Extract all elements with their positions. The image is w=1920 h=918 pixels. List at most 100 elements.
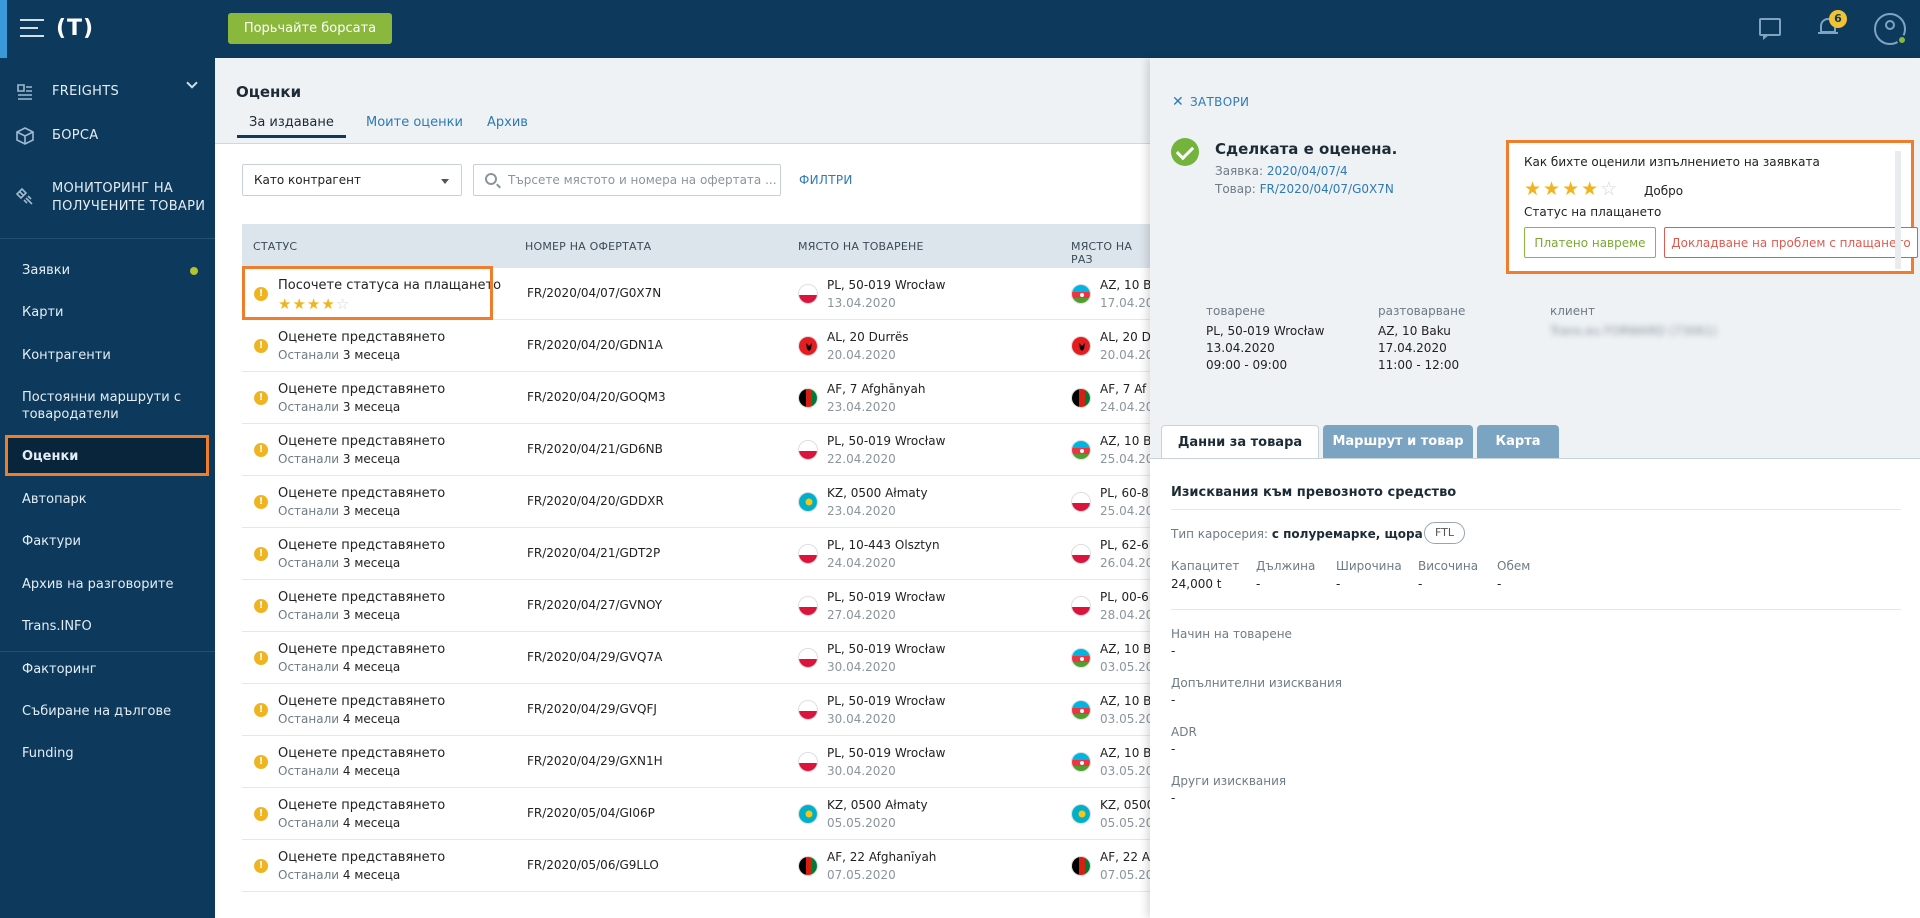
rating-stars[interactable]: ★★★★☆ — [1524, 178, 1619, 200]
search-input[interactable] — [473, 164, 781, 196]
unloading-place: AZ, 10 Baku — [1378, 324, 1451, 338]
warning-icon: ! — [254, 547, 268, 561]
rating-stars: ★★★★☆ — [278, 295, 350, 313]
sidebar-item-monitoring[interactable]: МОНИТОРИНГ НА ПОЛУЧЕНИТЕ ТОВАРИ — [0, 178, 215, 218]
row-remaining: Останали 3 месеца — [278, 348, 401, 362]
table-row[interactable]: ! Оценете представянето Останали 4 месец… — [242, 632, 1153, 684]
order-label: Заявка: — [1215, 164, 1263, 178]
row-offer-number: FR/2020/04/21/GDT2P — [527, 546, 661, 560]
row-offer-number: FR/2020/04/27/GVNOY — [527, 598, 663, 612]
sidebar-item-fleet[interactable]: Автопарк — [0, 483, 215, 517]
column-status[interactable]: СТАТУС — [253, 240, 298, 253]
table-row[interactable]: ! Оценете представянето Останали 3 месец… — [242, 528, 1153, 580]
table-row[interactable]: ! Посочете статуса на плащането ★★★★☆ FR… — [242, 268, 1153, 320]
warning-icon: ! — [254, 651, 268, 665]
row-unloading-place: PL, 62-6 — [1100, 538, 1149, 552]
table-row[interactable]: ! Оценете представянето Останали 3 месец… — [242, 424, 1153, 476]
sidebar-item-freights[interactable]: FREIGHTS — [0, 74, 215, 110]
flag-kz-icon — [798, 804, 818, 824]
sidebar-item-invoices[interactable]: Фактури — [0, 525, 215, 559]
table-row[interactable]: ! Оценете представянето Останали 4 месец… — [242, 840, 1153, 892]
tab-route-cargo[interactable]: Маршрут и товар — [1323, 425, 1473, 459]
sidebar-item-routes[interactable]: Постоянни маршрути с товародатели — [0, 381, 215, 423]
exchange-button[interactable]: Порьчайте борсата — [228, 13, 392, 44]
sidebar-item-ratings[interactable]: Оценки — [5, 435, 209, 476]
divider — [1171, 609, 1901, 610]
table-row[interactable]: ! Оценете представянето Останали 4 месец… — [242, 736, 1153, 788]
unloading-time: 11:00 - 12:00 — [1378, 358, 1460, 372]
goods-link[interactable]: FR/2020/04/07/G0X7N — [1259, 182, 1394, 196]
flag-az-icon — [1071, 284, 1091, 304]
sidebar-item-debt-collection[interactable]: Събиране на дългове — [0, 695, 215, 729]
sidebar-item-label: МОНИТОРИНГ НА ПОЛУЧЕНИТЕ ТОВАРИ — [52, 181, 206, 214]
row-loading-date: 07.05.2020 — [827, 868, 896, 882]
flag-pl-icon — [798, 544, 818, 564]
avatar-icon[interactable] — [1874, 13, 1907, 45]
table-row[interactable]: ! Оценете представянето Останали 3 месец… — [242, 476, 1153, 528]
close-button[interactable]: ✕ ЗАТВОРИ — [1172, 94, 1249, 110]
unloading-date: 17.04.2020 — [1378, 341, 1447, 355]
paid-on-time-button[interactable]: Платено навреме — [1524, 227, 1656, 258]
sidebar-item-factoring[interactable]: Факторинг — [0, 653, 215, 687]
row-loading-date: 13.04.2020 — [827, 296, 896, 310]
sidebar-divider — [0, 651, 215, 652]
row-unloading-date: 20.04.20 — [1100, 348, 1154, 362]
table-row[interactable]: ! Оценете представянето Останали 3 месец… — [242, 372, 1153, 424]
star-icon: ★ — [278, 295, 293, 313]
sidebar-item-label: Факторинг — [22, 662, 97, 677]
column-loading-place[interactable]: МЯСТО НА ТОВАРЕНЕ — [798, 240, 924, 253]
row-remaining: Останали 3 месеца — [278, 608, 401, 622]
tab-to-issue[interactable]: За издаване — [237, 115, 346, 138]
flag-pl-icon — [798, 284, 818, 304]
table-row[interactable]: ! Оценете представянето Останали 3 месец… — [242, 320, 1154, 372]
flag-af-icon — [798, 388, 818, 408]
tab-cargo-data[interactable]: Данни за товара — [1161, 425, 1319, 460]
scrollbar[interactable] — [1895, 151, 1901, 269]
table-row[interactable]: ! Оценете представянето Останали 3 месец… — [242, 580, 1153, 632]
search-icon — [485, 173, 497, 185]
warning-icon: ! — [254, 339, 268, 353]
order-link[interactable]: 2020/04/07/4 — [1266, 164, 1348, 178]
menu-icon[interactable] — [20, 19, 44, 37]
row-unloading-date: 05.05.20 — [1100, 816, 1154, 830]
rating-question: Как бихте оценили изпълнението на заявка… — [1524, 155, 1820, 169]
sidebar-item-chat-archive[interactable]: Архив на разговорите — [0, 568, 215, 602]
row-remaining: Останали 3 месеца — [278, 400, 401, 414]
row-status: Оценете представянето — [278, 850, 446, 865]
column-offer-number[interactable]: НОМЕР НА ОФЕРТАТА — [525, 240, 652, 253]
sidebar-item-orders[interactable]: Заявки — [0, 254, 215, 288]
logo[interactable]: (T) — [56, 15, 95, 41]
column-unloading-place[interactable]: МЯСТО НА РАЗ — [1071, 240, 1133, 266]
topbar-accent — [0, 0, 7, 58]
tab-archive[interactable]: Архив — [487, 115, 528, 130]
row-status: Оценете представянето — [278, 330, 446, 345]
filters-button[interactable]: ФИЛТРИ — [799, 173, 853, 187]
report-payment-problem-button[interactable]: Докладване на проблем с плащането — [1664, 227, 1918, 258]
sidebar-item-contractors[interactable]: Контрагенти — [0, 339, 215, 373]
sidebar-item-exchange[interactable]: БОРСА — [0, 77, 215, 154]
sidebar-item-transinfo[interactable]: Trans.INFO — [0, 610, 215, 644]
table-row[interactable]: ! Оценете представянето Останали 4 месец… — [242, 788, 1154, 840]
row-loading-date: 30.04.2020 — [827, 764, 896, 778]
tab-my-ratings[interactable]: Моите оценки — [366, 115, 463, 130]
sidebar-item-label: FREIGHTS — [52, 84, 119, 99]
flag-al-icon — [1071, 336, 1091, 356]
flag-af-icon — [798, 856, 818, 876]
sidebar-item-label: Автопарк — [22, 492, 87, 507]
row-unloading-place: AZ, 10 B — [1100, 642, 1152, 656]
sidebar-item-maps[interactable]: Карти — [0, 296, 215, 330]
body-type-label: Тип каросерия: — [1171, 527, 1269, 541]
requirement-label: Допълнителни изисквания — [1171, 676, 1342, 690]
status-dot — [190, 267, 198, 275]
row-unloading-place: AF, 22 A — [1100, 850, 1151, 864]
chat-icon[interactable] — [1759, 18, 1781, 40]
deal-title: Сделката е оценена. — [1215, 140, 1398, 158]
detail-panel: ✕ ЗАТВОРИ Сделката е оценена. Заявка: 202… — [1150, 58, 1920, 918]
role-select[interactable]: Като контрагент — [242, 164, 462, 196]
tab-map[interactable]: Карта — [1477, 425, 1559, 459]
sidebar-item-funding[interactable]: Funding — [0, 737, 215, 771]
flag-az-icon — [1071, 752, 1091, 772]
warning-icon: ! — [254, 755, 268, 769]
sidebar-item-label: Trans.INFO — [22, 619, 92, 634]
table-row[interactable]: ! Оценете представянето Останали 4 месец… — [242, 684, 1153, 736]
